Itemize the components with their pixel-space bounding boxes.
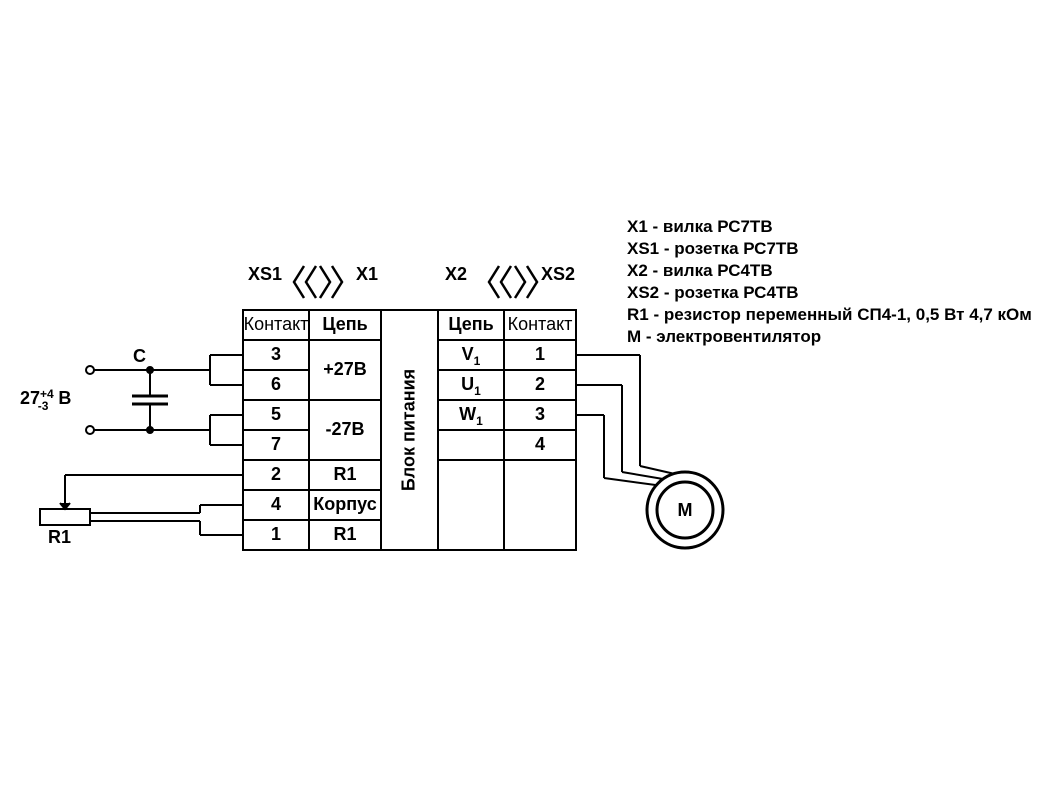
svg-text:3: 3 bbox=[535, 404, 545, 424]
svg-text:X1: X1 bbox=[356, 264, 378, 284]
svg-text:W1: W1 bbox=[459, 404, 483, 428]
svg-text:Контакт: Контакт bbox=[244, 314, 309, 334]
svg-text:1: 1 bbox=[535, 344, 545, 364]
legend-line: ХS2 - розетка РС4ТВ bbox=[627, 283, 799, 302]
svg-text:+27В: +27В bbox=[323, 359, 367, 379]
svg-text:R1: R1 bbox=[333, 464, 356, 484]
svg-text:C: C bbox=[133, 346, 146, 366]
svg-text:V1: V1 bbox=[462, 344, 481, 368]
svg-text:4: 4 bbox=[535, 434, 545, 454]
svg-text:-27В: -27В bbox=[325, 419, 364, 439]
svg-text:Корпус: Корпус bbox=[313, 494, 376, 514]
svg-text:2: 2 bbox=[535, 374, 545, 394]
svg-text:Контакт: Контакт bbox=[508, 314, 573, 334]
legend-line: Х1 - вилка РС7ТВ bbox=[627, 217, 773, 236]
wiring-diagram: Контакт Цепь 3 6 5 7 2 4 1 +27В -27В R1 Корпус R1 Блок… bbox=[0, 0, 1042, 781]
svg-text:Цепь: Цепь bbox=[322, 314, 367, 334]
svg-text:4: 4 bbox=[271, 494, 281, 514]
svg-text:2: 2 bbox=[271, 464, 281, 484]
svg-text:R1: R1 bbox=[48, 527, 71, 547]
center-block-label: Блок питания bbox=[398, 369, 418, 491]
legend-line: ХS1 - розетка РС7ТВ bbox=[627, 239, 799, 258]
svg-text:XS2: XS2 bbox=[541, 264, 575, 284]
svg-text:27+4-3В: 27+4-3В bbox=[20, 387, 71, 413]
svg-text:X2: X2 bbox=[445, 264, 467, 284]
legend-line: М - электровентилятор bbox=[627, 327, 821, 346]
svg-text:R1: R1 bbox=[333, 524, 356, 544]
svg-text:6: 6 bbox=[271, 374, 281, 394]
svg-text:Цепь: Цепь bbox=[448, 314, 493, 334]
motor-label: M bbox=[678, 500, 693, 520]
svg-text:XS1: XS1 bbox=[248, 264, 282, 284]
svg-text:5: 5 bbox=[271, 404, 281, 424]
svg-text:U1: U1 bbox=[461, 374, 481, 398]
legend-line: Х2 - вилка РС4ТВ bbox=[627, 261, 773, 280]
svg-text:1: 1 bbox=[271, 524, 281, 544]
svg-text:3: 3 bbox=[271, 344, 281, 364]
svg-text:7: 7 bbox=[271, 434, 281, 454]
legend-line: R1 - резистор переменный СП4-1, 0,5 Вт 4… bbox=[627, 305, 1032, 324]
